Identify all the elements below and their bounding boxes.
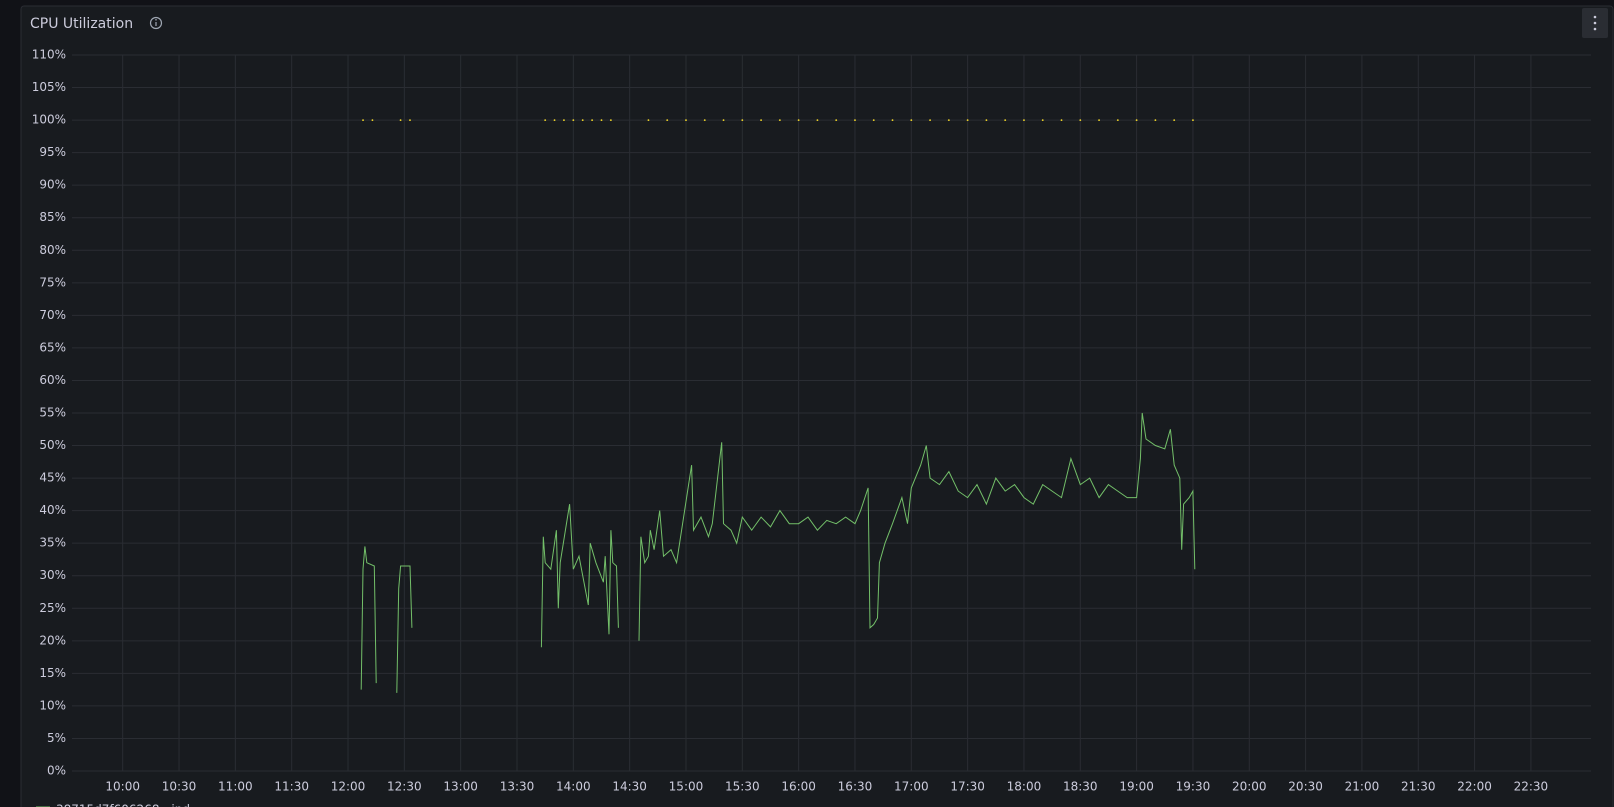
series-line [360,412,1196,693]
data-point [609,119,612,121]
y-tick-label: 0% [47,764,66,778]
data-point [572,119,575,121]
y-tick-label: 5% [47,731,66,745]
x-tick-label: 12:30 [387,780,422,794]
data-point [1192,119,1194,121]
x-tick-label: 17:00 [894,780,929,794]
y-tick-label: 45% [39,471,66,485]
x-tick-label: 20:30 [1288,780,1323,794]
y-tick-label: 35% [39,536,66,550]
data-point [591,119,594,121]
info-icon[interactable] [149,16,163,30]
x-tick-label: 18:30 [1063,780,1098,794]
y-tick-label: 15% [39,666,66,680]
y-tick-label: 90% [39,178,66,192]
x-tick-label: 17:30 [950,780,985,794]
data-point [1041,119,1044,121]
x-tick-label: 11:30 [274,780,309,794]
data-point [685,119,687,121]
data-point [797,119,800,121]
data-point [1079,119,1082,121]
x-tick-label: 21:30 [1401,780,1436,794]
x-tick-label: 10:00 [105,780,140,794]
data-point [1116,119,1119,121]
data-point [854,119,856,121]
x-tick-label: 22:30 [1514,780,1549,794]
data-point [872,119,875,121]
x-tick-label: 19:30 [1176,780,1211,794]
y-tick-label: 50% [39,438,66,452]
y-tick-label: 40% [39,503,66,517]
data-point [985,119,988,121]
data-point [910,119,913,121]
y-tick-label: 10% [39,698,66,712]
legend-label: 38715d7f606268 - ind [56,803,190,807]
menu-button[interactable] [1582,8,1608,38]
x-tick-label: 22:00 [1457,780,1492,794]
data-point [581,119,584,121]
data-point [647,119,650,121]
data-point [929,119,931,121]
x-tick-label: 16:00 [781,780,816,794]
y-tick-label: 80% [39,243,66,257]
x-tick-label: 20:00 [1232,780,1267,794]
data-point [1154,119,1157,121]
x-tick-label: 14:30 [612,780,647,794]
data-point [371,119,374,121]
y-tick-label: 85% [39,210,66,224]
data-point [1060,119,1063,121]
x-tick-label: 13:00 [443,780,478,794]
data-point [1023,119,1025,121]
x-tick-label: 11:00 [218,780,253,794]
y-tick-label: 110% [32,48,66,62]
data-point [760,119,762,121]
y-tick-label: 100% [32,113,66,127]
x-tick-label: 15:00 [669,780,704,794]
data-point [947,119,950,121]
data-point [666,119,669,121]
y-tick-label: 105% [32,80,66,94]
y-tick-label: 30% [39,568,66,582]
chart-title: CPU Utilization [30,16,133,32]
y-tick-label: 65% [39,340,66,354]
data-point [1098,119,1100,121]
data-point [1173,119,1176,121]
x-tick-label: 19:00 [1119,780,1154,794]
data-point [778,119,781,121]
y-tick-label: 60% [39,373,66,387]
y-tick-label: 20% [39,633,66,647]
data-point [399,119,402,121]
data-point [409,119,411,121]
data-point [966,119,969,121]
x-tick-label: 14:00 [556,780,591,794]
x-tick-label: 18:00 [1007,780,1042,794]
data-point [553,119,556,121]
y-tick-label: 25% [39,601,66,615]
x-tick-label: 21:00 [1345,780,1380,794]
data-point [563,119,565,121]
x-tick-label: 12:00 [331,780,366,794]
y-tick-label: 70% [39,308,66,322]
data-point [816,119,819,121]
data-point [703,119,706,121]
data-point [362,119,364,121]
data-point [544,119,547,121]
y-tick-label: 55% [39,406,66,420]
x-tick-label: 15:30 [725,780,760,794]
y-tick-label: 95% [39,145,66,159]
data-point [722,119,725,121]
data-point [1004,119,1007,121]
data-point [600,119,603,121]
data-point [1135,119,1138,121]
x-tick-label: 10:30 [162,780,197,794]
y-tick-label: 75% [39,275,66,289]
data-point [835,119,838,121]
panel-background [20,5,1614,807]
x-tick-label: 13:30 [500,780,535,794]
data-point [741,119,744,121]
x-tick-label: 16:30 [838,780,873,794]
data-point [891,119,894,121]
